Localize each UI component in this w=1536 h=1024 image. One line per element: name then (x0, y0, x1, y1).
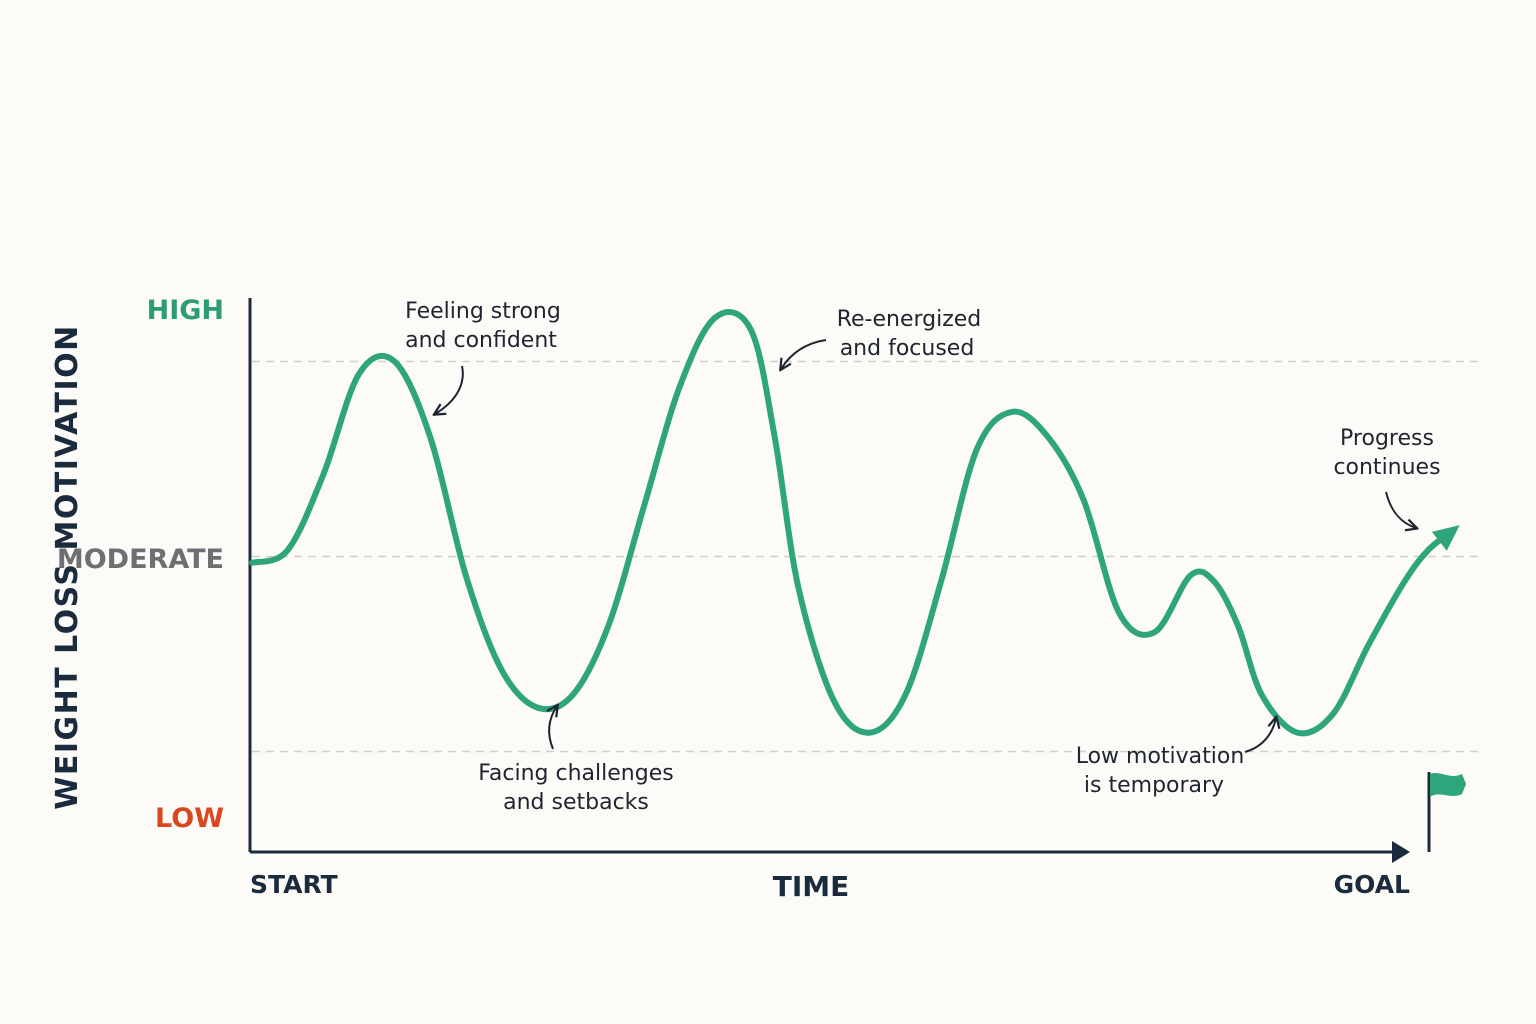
annotation-line: is temporary (1084, 773, 1224, 798)
x-end-label: GOAL (1334, 870, 1410, 899)
x-start-label: START (250, 870, 338, 899)
annotation-line: Facing challenges (478, 761, 673, 786)
curve-arrowhead (1431, 525, 1460, 551)
annotation-line: and focused (840, 336, 975, 361)
annotation-line: Low motivation (1076, 744, 1245, 769)
annotation-line: Re-energized (837, 307, 982, 332)
annotation-arrow (1244, 718, 1276, 753)
annotation-low-motivation: Low motivation is temporary (1076, 718, 1276, 798)
y-level-moderate: MODERATE (57, 544, 224, 575)
annotation-line: and setbacks (503, 790, 649, 815)
annotation-line: Progress (1340, 426, 1434, 451)
annotation-arrow (1385, 491, 1416, 528)
x-axis-title: TIME (773, 870, 850, 903)
annotation-re-energized: Re-energized and focused (781, 307, 981, 369)
gridlines (252, 360, 1480, 753)
y-axis-title: WEIGHT LOSS MOTIVATION (50, 324, 85, 810)
annotation-line: Feeling strong (405, 299, 561, 324)
annotation-arrow (549, 706, 557, 750)
x-axis-arrowhead (1392, 841, 1410, 863)
annotation-arrow (781, 339, 827, 369)
annotation-feeling-strong: Feeling strong and confident (405, 299, 561, 414)
annotation-progress-continues: Progress continues (1333, 426, 1441, 528)
annotation-arrow (435, 365, 464, 414)
annotation-line: and confident (405, 328, 557, 353)
annotation-line: continues (1333, 455, 1440, 480)
y-level-high: HIGH (147, 295, 224, 326)
goal-flag-icon (1427, 772, 1466, 852)
y-level-low: LOW (155, 803, 224, 834)
annotation-facing-challenges: Facing challenges and setbacks (478, 706, 674, 815)
motivation-curve (249, 309, 1455, 737)
